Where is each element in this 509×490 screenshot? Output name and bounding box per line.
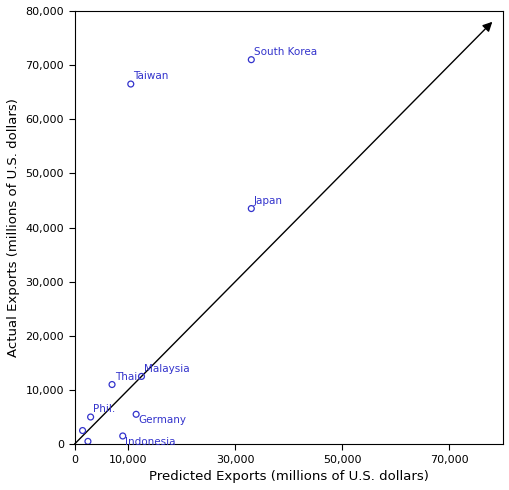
Point (87, 413, 95, 421)
Text: Phil.: Phil. (93, 404, 116, 415)
Point (247, 56, 255, 64)
Point (247, 205, 255, 213)
Text: Germany: Germany (138, 415, 186, 425)
X-axis label: Predicted Exports (millions of U.S. dollars): Predicted Exports (millions of U.S. doll… (149, 470, 428, 483)
Text: Malaysia: Malaysia (144, 364, 189, 374)
Point (83, 438, 92, 445)
Point (132, 411, 140, 418)
Text: Indonesia: Indonesia (125, 437, 176, 447)
Text: South Korea: South Korea (253, 47, 317, 57)
Text: Japan: Japan (253, 196, 282, 206)
Text: Thai.: Thai. (115, 372, 140, 382)
Text: Taiwan: Taiwan (133, 72, 168, 81)
Point (78, 427, 87, 435)
Point (108, 381, 116, 389)
Y-axis label: Actual Exports (millions of U.S. dollars): Actual Exports (millions of U.S. dollars… (7, 98, 20, 357)
Point (119, 432, 127, 440)
Point (137, 372, 145, 380)
Point (126, 80, 134, 88)
